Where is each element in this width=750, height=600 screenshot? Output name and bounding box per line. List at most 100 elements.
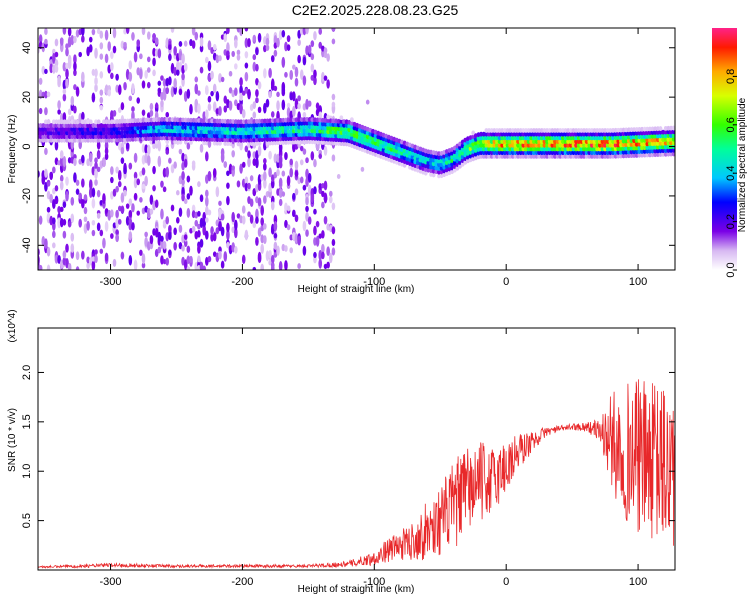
spectrogram-cell (260, 243, 265, 255)
spectrogram-cell (139, 53, 143, 60)
spectrogram-cell (328, 196, 333, 204)
spectrogram-cell (83, 206, 88, 215)
spectrogram-cell (305, 139, 309, 145)
spectrogram-cell (165, 232, 170, 242)
spectrogram-cell (133, 259, 138, 270)
spectrogram-cell (104, 29, 109, 41)
spectrogram-cell (44, 130, 48, 136)
spectrogram-cell (91, 219, 96, 226)
spectrogram-cell (576, 142, 581, 148)
spectrogram-cell (191, 160, 196, 167)
spectrogram-cell (62, 123, 67, 128)
spectrogram-cell (497, 139, 502, 144)
spectrogram-cell (605, 150, 610, 156)
spectrogram-cell (173, 121, 178, 126)
spectrogram-cell (579, 142, 584, 148)
spectrogram-cell (160, 75, 164, 81)
spectrogram-cell (529, 154, 534, 159)
spectrogram-cell (310, 63, 315, 73)
spectrogram-cell (286, 205, 291, 212)
spectrogram-cell (160, 131, 164, 137)
spectrogram-cell (263, 171, 267, 182)
spectrogram-cell (154, 139, 159, 145)
spectrogram-cell (286, 224, 291, 231)
spectrogram-cell (508, 142, 513, 148)
spectrogram-cell (65, 68, 69, 79)
spectrogram-cell (120, 146, 125, 155)
spectrogram-cell (516, 154, 520, 159)
spectrogram-cell (205, 151, 209, 162)
spectrogram-cell (73, 105, 77, 114)
snr-y-axis-label: SNR (10 * v/v) (7, 408, 18, 472)
spectrogram-cell (484, 146, 489, 152)
spectrogram-cell (590, 150, 594, 156)
spectrogram-cell (196, 136, 201, 142)
spectrogram-cell (318, 249, 323, 261)
spectrogram-cell (281, 30, 286, 38)
spectrogram-cell (281, 170, 286, 177)
spectrogram-cell (321, 243, 325, 254)
spectrogram-cell (223, 49, 228, 56)
spectrogram-cell (80, 123, 85, 128)
spectrogram-cell (128, 198, 133, 206)
spectrogram-cell (492, 135, 497, 141)
spectrogram-cell (94, 179, 98, 186)
spectrogram-cell (80, 119, 85, 125)
spectrogram-cell (273, 85, 278, 92)
spectrogram-cell (542, 131, 547, 137)
spectrogram-cell (563, 131, 568, 137)
spectrogram-cell (518, 142, 523, 148)
spectrogram-cell (52, 52, 56, 64)
spectrogram-cell (186, 175, 191, 183)
spectrogram-cell (513, 131, 518, 137)
spectrogram-cell (62, 134, 67, 140)
spectrogram-cell (547, 154, 552, 159)
spectrogram-cell (257, 141, 262, 146)
spectrogram-cell (281, 56, 286, 68)
spectrogram-cell (495, 154, 499, 159)
spectrogram-cell (597, 150, 602, 156)
spectrogram-cell (149, 194, 154, 205)
spectrogram-cell (96, 151, 101, 160)
spectrogram-cell (539, 146, 544, 152)
spectrogram-cell (112, 28, 117, 39)
spectrogram-cell (263, 195, 267, 204)
spectrogram-cell (49, 134, 54, 140)
spectrogram-cell (202, 220, 206, 227)
spectrogram-cell (81, 250, 85, 260)
spectrogram-cell (181, 245, 185, 252)
spectrogram-cell (96, 28, 101, 35)
spectrogram-cell (276, 91, 280, 98)
spectrogram-cell (605, 128, 610, 133)
spectrogram-cell (110, 110, 114, 119)
spectrogram-cell (67, 126, 72, 132)
spectrogram-cell (194, 121, 199, 127)
spectrogram-cell (302, 75, 307, 86)
spectrogram-cell (52, 64, 56, 74)
spectrogram-cell (321, 251, 325, 260)
spectrogram-cell (41, 175, 46, 185)
spectrogram-cell (239, 119, 244, 125)
spectrogram-cell (539, 128, 544, 133)
spectrogram-cell (234, 63, 238, 70)
spectrogram-cell (70, 196, 75, 206)
spectrogram-cell (555, 135, 560, 141)
spectrogram-cell (558, 128, 563, 133)
spectrogram-cell (178, 207, 183, 218)
spectrogram-cell (52, 217, 56, 225)
spectrogram-cell (487, 135, 491, 141)
spectrogram-cell (595, 128, 600, 133)
spectrogram-cell (603, 142, 608, 148)
spectrogram-cell (249, 198, 254, 207)
spectrogram-cell (223, 130, 228, 135)
spectrogram-cell (196, 121, 201, 127)
spectrogram-cell (181, 178, 185, 186)
spectrogram-cell (117, 181, 122, 188)
spectrogram-cell (239, 103, 243, 115)
spectrogram-cell (210, 90, 214, 97)
spectrogram-cell (568, 139, 573, 144)
spectrogram-cell (516, 150, 520, 156)
spectrogram-cell (321, 201, 325, 209)
spectrogram-cell (112, 45, 117, 54)
spectrogram-cell (510, 131, 515, 137)
